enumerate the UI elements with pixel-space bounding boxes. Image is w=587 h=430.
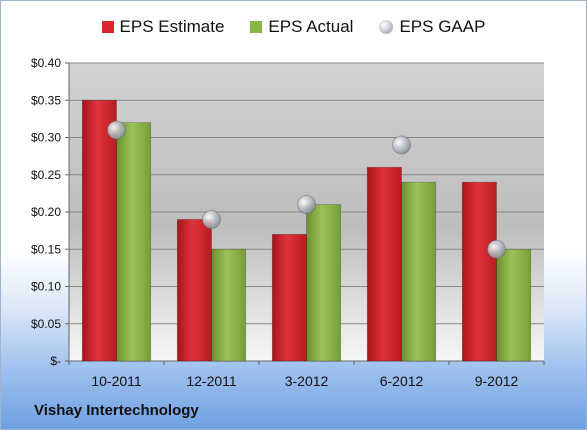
legend-item-eps-estimate: EPS Estimate bbox=[101, 17, 225, 37]
point-eps-gaap bbox=[392, 135, 411, 155]
bar-eps-actual bbox=[496, 248, 532, 362]
point-eps-gaap bbox=[297, 195, 316, 214]
x-tick-label: 12-2011 bbox=[186, 373, 237, 389]
y-tick-label: $0.40 bbox=[31, 56, 61, 70]
legend: EPS Estimate EPS Actual EPS GAAP bbox=[1, 17, 586, 37]
x-tick-label: 10-2011 bbox=[91, 373, 142, 389]
x-tick-label: 6-2012 bbox=[380, 373, 424, 389]
legend-swatch-eps-gaap bbox=[379, 20, 394, 34]
bar-eps-actual bbox=[116, 122, 152, 362]
bar-eps-estimate bbox=[271, 233, 307, 362]
legend-item-eps-actual: EPS Actual bbox=[250, 17, 353, 37]
bars bbox=[81, 99, 532, 362]
bar-eps-estimate bbox=[81, 99, 117, 362]
bar-eps-estimate bbox=[461, 181, 497, 362]
legend-label-eps-actual: EPS Actual bbox=[268, 17, 354, 36]
bar-eps-actual bbox=[401, 181, 437, 362]
x-tick-label: 9-2012 bbox=[475, 373, 519, 389]
y-tick-label: $0.15 bbox=[31, 242, 61, 256]
y-tick-label: $0.10 bbox=[31, 280, 61, 294]
y-tick-label: $0.35 bbox=[31, 93, 61, 107]
y-tick-label: $0.25 bbox=[31, 168, 61, 182]
point-eps-gaap bbox=[487, 239, 506, 259]
y-axis-ticks: $- $0.05 $0.10 $0.15 $0.20 $0.25 $0.30 $0.35 $0.… bbox=[31, 56, 61, 368]
bar-eps-actual bbox=[306, 204, 342, 362]
company-name: Vishay Intertechnology bbox=[34, 402, 199, 419]
point-eps-gaap bbox=[202, 210, 221, 229]
x-tick-label: 3-2012 bbox=[285, 373, 329, 389]
legend-swatch-eps-actual bbox=[250, 21, 263, 33]
bar-eps-estimate bbox=[176, 219, 212, 362]
y-tick-label: $0.30 bbox=[31, 131, 61, 145]
y-tick-label: $0.05 bbox=[31, 317, 61, 331]
legend-label-eps-gaap: EPS GAAP bbox=[399, 17, 486, 36]
bar-eps-actual bbox=[211, 248, 247, 362]
legend-swatch-eps-estimate bbox=[101, 21, 114, 33]
gaap-points bbox=[107, 120, 506, 259]
legend-item-eps-gaap: EPS GAAP bbox=[379, 17, 485, 37]
y-tick-label: $0.20 bbox=[31, 205, 61, 219]
y-tick-label: $- bbox=[50, 354, 61, 368]
x-axis-ticks: 10-2011 12-2011 3-2012 6-2012 9-2012 bbox=[91, 373, 518, 389]
bar-eps-estimate bbox=[366, 166, 402, 362]
point-eps-gaap bbox=[107, 120, 126, 140]
legend-label-eps-estimate: EPS Estimate bbox=[119, 17, 225, 36]
